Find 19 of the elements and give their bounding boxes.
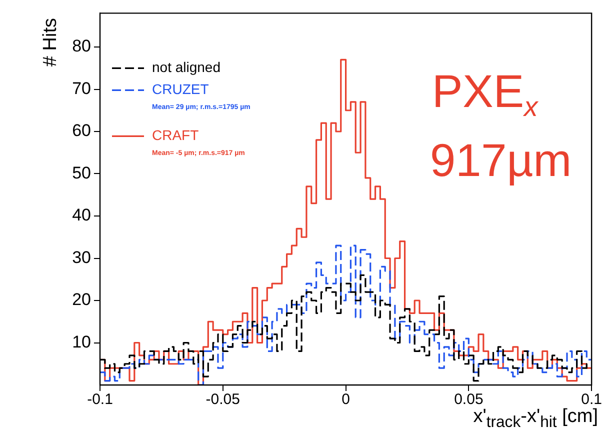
- x-axis-title: x'$_{track}$-x'$_{hit}$ [cm]: [473, 406, 598, 431]
- x-tick-label: 0: [342, 391, 350, 408]
- annotation: 917µm: [430, 134, 572, 186]
- y-tick-label: 60: [72, 121, 91, 140]
- y-tick-label: 30: [72, 248, 91, 267]
- y-tick-label: 20: [72, 290, 91, 310]
- y-tick-label: 50: [72, 163, 91, 182]
- y-tick-label: 10: [72, 332, 91, 352]
- legend-label: not aligned: [152, 59, 221, 76]
- y-axis-title: # Hits: [40, 18, 62, 67]
- x-tick-label: -0.1: [87, 391, 113, 408]
- y-tick-label: 70: [72, 78, 91, 98]
- y-tick-label: 80: [72, 36, 91, 56]
- x-tick-label: 0.05: [454, 391, 484, 408]
- y-tick-label: 40: [72, 206, 91, 225]
- x-tick-label: 0.1: [581, 391, 602, 408]
- legend-label: CRAFT: [152, 127, 200, 144]
- x-tick-label: -0.05: [206, 391, 240, 408]
- legend-label: CRUZET: [152, 81, 210, 98]
